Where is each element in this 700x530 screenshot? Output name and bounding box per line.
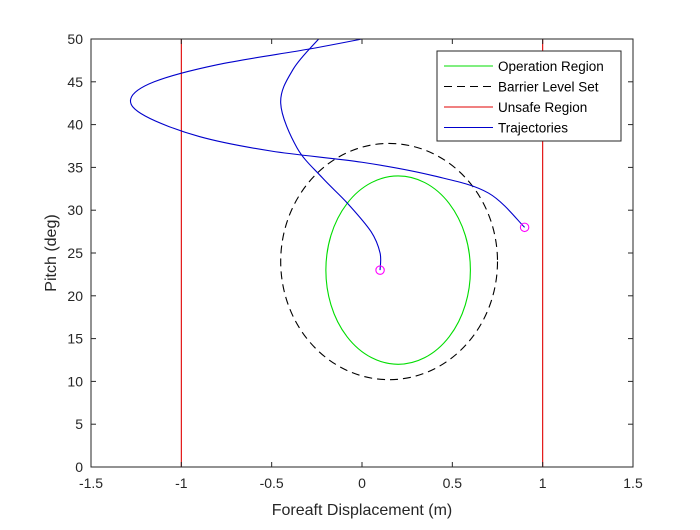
trajectory-line-2 [280, 39, 382, 271]
y-tick-label: 25 [67, 245, 83, 261]
legend-entry: Barrier Level Set [498, 80, 599, 95]
x-tick-label: 0 [358, 475, 366, 491]
y-tick-label: 35 [67, 159, 83, 175]
x-tick-label: 1 [539, 475, 547, 491]
trajectory-start-marker-1 [519, 222, 530, 233]
y-tick-label: 50 [67, 31, 83, 47]
operation-region-ellipse [325, 175, 471, 365]
legend-entry: Trajectories [498, 121, 568, 136]
barrier-level-set-ellipse [280, 142, 499, 381]
y-tick-label: 20 [67, 288, 83, 304]
legend-entry: Operation Region [498, 59, 604, 74]
trajectory-start-marker-2 [375, 265, 385, 275]
y-axis-label: Pitch (deg) [43, 214, 60, 291]
trajectory-line-1 [129, 39, 525, 228]
y-tick-label: 40 [67, 117, 83, 133]
y-tick-label: 15 [67, 331, 83, 347]
x-tick-label: -1 [175, 475, 188, 491]
x-tick-label: 1.5 [623, 475, 643, 491]
x-tick-label: -1.5 [79, 475, 103, 491]
y-tick-label: 5 [75, 416, 83, 432]
legend-entry: Unsafe Region [498, 100, 587, 115]
y-tick-label: 0 [75, 459, 83, 475]
x-axis-label: Foreaft Displacement (m) [272, 502, 453, 519]
y-tick-label: 30 [67, 202, 83, 218]
legend: Operation Region Barrier Level Set Unsafe … [436, 50, 622, 142]
y-tick-label: 45 [67, 74, 83, 90]
x-tick-label: -0.5 [260, 475, 284, 491]
y-tick-label: 10 [67, 373, 83, 389]
x-tick-label: 0.5 [443, 475, 463, 491]
